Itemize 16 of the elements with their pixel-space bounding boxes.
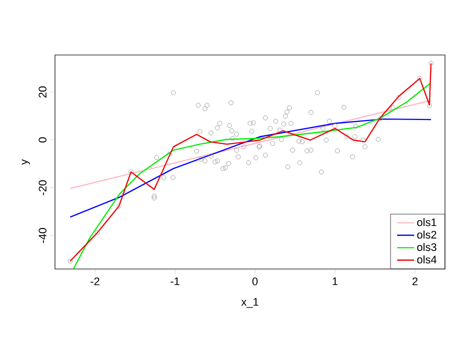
x-tick-label: -2	[90, 278, 100, 286]
legend-label: ols2	[417, 230, 436, 239]
line-series	[70, 118, 432, 218]
y-tick-label: -40	[38, 228, 46, 243]
y-tick-label: -20	[38, 180, 46, 196]
x-tick-label: 2	[412, 278, 418, 286]
x-axis-title: x_1	[241, 298, 258, 308]
x-tick-label: 1	[332, 278, 338, 286]
legend-label: ols1	[417, 218, 436, 226]
legend-label: ols3	[417, 242, 436, 252]
y-tick-label: 0	[38, 137, 46, 143]
x-tick-label: 0	[252, 278, 258, 286]
y-tick-label: 20	[38, 86, 46, 98]
y-axis-title: y	[22, 159, 30, 165]
x-tick-label: -1	[170, 278, 180, 286]
legend-label: ols4	[417, 255, 436, 264]
